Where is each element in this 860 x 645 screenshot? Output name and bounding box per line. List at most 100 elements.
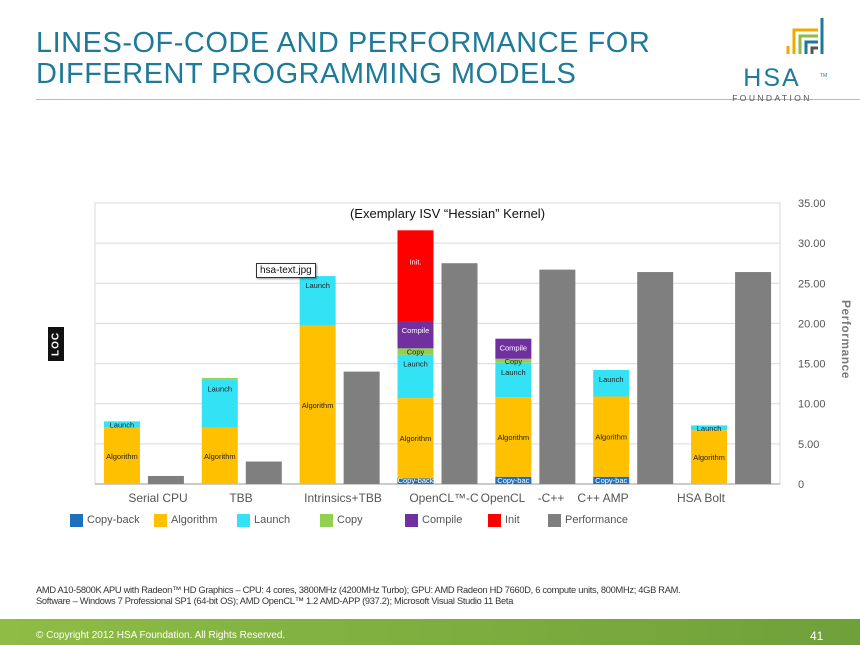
hsa-foundation-logo: HSA TM FOUNDATION bbox=[722, 16, 832, 103]
legend-swatch-copy-back bbox=[70, 514, 83, 527]
logo-wordmark: HSA bbox=[743, 64, 801, 92]
segment-label: Init. bbox=[409, 257, 421, 266]
segment-label: Copy-bac bbox=[497, 476, 529, 485]
segment-label: Algorithm bbox=[204, 452, 236, 461]
logo-subtitle: FOUNDATION bbox=[732, 93, 812, 103]
slide-title: LINES-OF-CODE AND PERFORMANCE FOR DIFFER… bbox=[36, 28, 676, 90]
bar-segment-init bbox=[397, 230, 434, 322]
plot-area-frame bbox=[94, 202, 781, 485]
legend-swatch-copy bbox=[320, 514, 333, 527]
y-tick-label: 20.00 bbox=[798, 318, 826, 330]
segment-label: Copy bbox=[407, 348, 425, 357]
segment-label: Copy-back bbox=[398, 476, 434, 485]
x-category-label: C++ AMP bbox=[577, 491, 628, 505]
legend-swatch-init bbox=[488, 514, 501, 527]
x-category-label: Intrinsics+TBB bbox=[304, 491, 382, 505]
bar-segment-copy bbox=[397, 348, 434, 355]
y-tick-label: 30.00 bbox=[798, 238, 826, 250]
y-tick-label: 0 bbox=[798, 479, 804, 491]
performance-bar bbox=[147, 475, 184, 484]
segment-label: Algorithm bbox=[106, 452, 138, 461]
bar-segment-copy bbox=[495, 358, 532, 363]
logo-trademark: TM bbox=[820, 73, 828, 79]
segment-label: Algorithm bbox=[302, 401, 334, 410]
x-category-label: Serial CPU bbox=[128, 491, 187, 505]
footnote-software: Software – Windows 7 Professional SP1 (6… bbox=[36, 596, 514, 606]
legend-label: Compile bbox=[422, 514, 462, 526]
bar-segment-launch bbox=[201, 379, 238, 428]
segment-label: Compile bbox=[402, 326, 430, 335]
bar-segment-copy-back bbox=[593, 476, 630, 484]
x-category-label: OpenCL bbox=[481, 491, 526, 505]
segment-label: Launch bbox=[501, 368, 526, 377]
segment-label: Launch bbox=[403, 360, 428, 369]
segment-label: Algorithm bbox=[498, 433, 530, 442]
y-tick-label: 35.00 bbox=[798, 198, 826, 210]
copyright-notice: © Copyright 2012 HSA Foundation. All Rig… bbox=[36, 630, 286, 641]
legend-swatch-compile bbox=[405, 514, 418, 527]
x-category-label: -C++ bbox=[538, 491, 565, 505]
segment-label: Launch bbox=[599, 375, 624, 384]
segment-label: Launch bbox=[305, 281, 330, 290]
performance-bar bbox=[343, 371, 380, 484]
legend-swatch-algorithm bbox=[154, 514, 167, 527]
bar-segment-launch bbox=[103, 421, 140, 428]
legend-swatch-performance bbox=[548, 514, 561, 527]
performance-bar bbox=[539, 269, 576, 484]
y-tick-label: 25.00 bbox=[798, 278, 826, 290]
bar-segment-compile bbox=[495, 338, 532, 359]
chart-title: (Exemplary ISV “Hessian” Kernel) bbox=[350, 206, 545, 221]
y-tick-label: 5.00 bbox=[798, 439, 819, 451]
bar-segment-algorithm bbox=[397, 398, 434, 479]
bar-segment-launch bbox=[299, 276, 336, 326]
system-config-footnote: AMD A10-5800K APU with Radeon™ HD Graphi… bbox=[36, 585, 826, 607]
legend-label: Performance bbox=[565, 514, 628, 526]
legend-label: Init bbox=[505, 514, 520, 526]
loc-axis-label: LOC bbox=[48, 327, 64, 361]
legend-label: Algorithm bbox=[171, 514, 217, 526]
bar-segment-algorithm bbox=[691, 430, 728, 484]
segment-label: Launch bbox=[110, 421, 135, 430]
bar-segment-compile bbox=[397, 321, 434, 349]
performance-bar bbox=[735, 272, 772, 484]
legend-swatch-launch bbox=[237, 514, 250, 527]
performance-bar bbox=[441, 263, 478, 484]
bar-segment-algorithm bbox=[103, 427, 140, 484]
segment-label: Copy-bac bbox=[595, 476, 627, 485]
logo-mark-icon bbox=[786, 18, 824, 54]
bar-segment-launch bbox=[691, 425, 728, 431]
loc-performance-chart: 0 5.00 10.00 15.00 20.00 25.00 30.00 35.00 (Exem… bbox=[70, 198, 826, 527]
footer-bar bbox=[0, 619, 860, 645]
page-number: 41 bbox=[810, 629, 824, 643]
image-filename-tooltip: hsa-text.jpg bbox=[256, 263, 316, 278]
footnote-hardware: AMD A10-5800K APU with Radeon™ HD Graphi… bbox=[36, 585, 681, 595]
legend-label: Copy-back bbox=[87, 514, 140, 526]
performance-bar bbox=[245, 461, 282, 484]
performance-axis-label: Performance bbox=[839, 300, 853, 379]
bar-segment-copy-back bbox=[397, 478, 434, 484]
bar-segment-launch bbox=[495, 362, 532, 398]
bar-segment-algorithm bbox=[495, 397, 532, 477]
x-category-label: OpenCL™-C bbox=[409, 491, 479, 505]
bar-segment-algorithm bbox=[201, 427, 238, 484]
y-tick-label: 15.00 bbox=[798, 359, 826, 371]
segment-label: Algorithm bbox=[693, 453, 725, 462]
performance-bar bbox=[637, 272, 674, 484]
segment-label: Copy bbox=[505, 357, 523, 366]
legend-label: Launch bbox=[254, 514, 290, 526]
title-divider bbox=[36, 99, 860, 100]
bar-segment-launch bbox=[397, 354, 434, 399]
slide-title-line-2: DIFFERENT PROGRAMMING MODELS bbox=[36, 58, 577, 90]
segment-label: Algorithm bbox=[595, 433, 627, 442]
bar-segment-launch bbox=[593, 369, 630, 397]
x-category-label: HSA Bolt bbox=[677, 491, 726, 505]
bar-segment-algorithm bbox=[299, 325, 336, 484]
y-tick-label: 10.00 bbox=[798, 399, 826, 411]
bar-segment-copy bbox=[201, 378, 238, 380]
bar-segment-algorithm bbox=[593, 396, 630, 477]
slide-title-line-1: LINES-OF-CODE AND PERFORMANCE FOR bbox=[36, 27, 651, 59]
segment-label: Compile bbox=[500, 344, 528, 353]
legend-label: Copy bbox=[337, 514, 363, 526]
bar-segment-copy-back bbox=[495, 476, 532, 484]
segment-label: Algorithm bbox=[400, 434, 432, 443]
